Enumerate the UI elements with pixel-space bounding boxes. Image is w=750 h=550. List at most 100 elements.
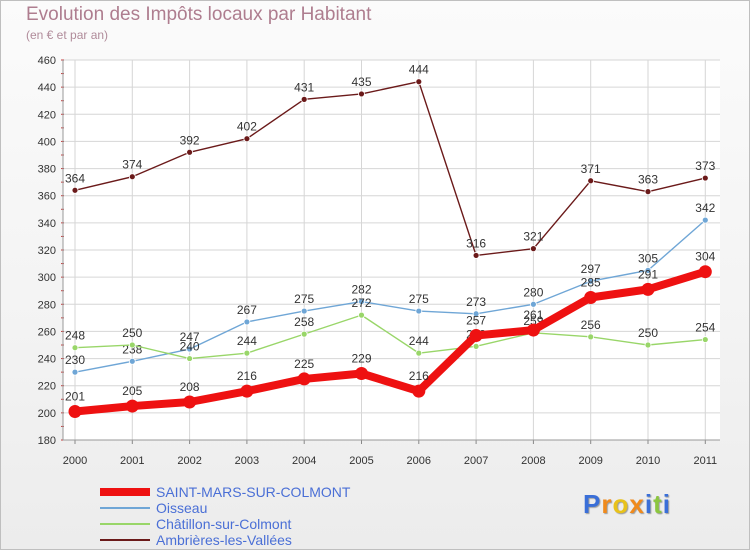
series-line xyxy=(74,314,706,360)
legend-swatch xyxy=(100,507,150,509)
legend-swatch xyxy=(100,488,150,496)
legend-item: Ambrières-les-Vallées xyxy=(100,532,292,548)
x-tick-label: 2004 xyxy=(292,455,316,467)
x-tick-label: 2000 xyxy=(63,455,87,467)
data-point xyxy=(243,135,251,143)
data-point xyxy=(300,330,308,338)
data-label: 244 xyxy=(237,334,257,348)
x-tick-label: 2002 xyxy=(177,455,201,467)
y-tick-label: 220 xyxy=(38,381,56,393)
series-line xyxy=(74,219,706,373)
data-point xyxy=(128,357,136,365)
y-tick-label: 420 xyxy=(38,109,56,121)
legend-label: Châtillon-sur-Colmont xyxy=(156,516,292,532)
data-point xyxy=(587,277,595,285)
x-tick-label: 2009 xyxy=(578,455,602,467)
x-tick-label: 2001 xyxy=(120,455,144,467)
data-label: 248 xyxy=(65,329,85,343)
data-point xyxy=(300,307,308,315)
data-point xyxy=(472,252,480,259)
data-point xyxy=(469,329,483,342)
legend-label: Oisseau xyxy=(156,500,208,516)
data-point xyxy=(472,310,480,318)
legend-label: SAINT-MARS-SUR-COLMONT xyxy=(156,484,351,500)
data-point xyxy=(71,186,79,194)
logo-letter: i xyxy=(644,489,654,519)
legend-item: SAINT-MARS-SUR-COLMONT xyxy=(100,484,350,500)
data-point xyxy=(186,355,194,362)
y-tick-label: 320 xyxy=(38,245,56,257)
data-point xyxy=(644,188,652,196)
data-label: 230 xyxy=(65,353,85,367)
data-label: 240 xyxy=(180,340,200,354)
data-label: 316 xyxy=(466,236,486,250)
data-label: 364 xyxy=(65,171,85,185)
data-point xyxy=(297,372,311,386)
data-label: 373 xyxy=(695,159,715,173)
data-point xyxy=(644,341,652,349)
x-tick-label: 2005 xyxy=(349,455,373,467)
y-tick-label: 460 xyxy=(38,55,56,67)
data-point xyxy=(698,265,712,279)
x-tick-label: 2003 xyxy=(235,455,259,467)
data-point xyxy=(358,298,365,305)
y-tick-label: 440 xyxy=(38,82,56,94)
y-tick-label: 380 xyxy=(38,164,56,176)
data-label: 273 xyxy=(466,295,486,309)
data-label: 250 xyxy=(122,326,142,340)
data-point xyxy=(701,174,709,182)
data-point xyxy=(240,384,254,398)
data-label: 267 xyxy=(237,303,257,317)
data-label: 291 xyxy=(638,267,658,281)
data-point xyxy=(358,90,365,98)
data-label: 258 xyxy=(294,315,314,329)
data-point xyxy=(415,349,423,357)
data-label: 229 xyxy=(351,352,371,366)
data-point xyxy=(415,307,423,315)
data-point xyxy=(186,148,194,156)
data-point xyxy=(355,367,368,380)
data-label: 374 xyxy=(122,158,142,172)
data-point xyxy=(584,291,598,304)
data-label: 280 xyxy=(523,285,543,299)
data-point xyxy=(300,95,308,103)
x-tick-label: 2011 xyxy=(693,455,717,467)
y-tick-label: 300 xyxy=(38,272,56,284)
data-point xyxy=(587,177,595,185)
data-label: 431 xyxy=(294,80,314,94)
data-label: 435 xyxy=(351,75,371,89)
data-point xyxy=(701,336,709,343)
data-point xyxy=(472,342,480,350)
x-tick-label: 2010 xyxy=(636,455,660,467)
data-label: 272 xyxy=(351,296,371,310)
data-label: 402 xyxy=(237,120,257,134)
data-point xyxy=(530,300,537,308)
chart-title: Evolution des Impôts locaux par Habitant xyxy=(26,4,372,25)
data-label: 282 xyxy=(351,283,371,297)
data-point xyxy=(68,405,82,418)
logo-letter: t xyxy=(653,489,663,519)
y-tick-label: 260 xyxy=(38,326,56,338)
legend-swatch xyxy=(100,523,150,525)
y-tick-label: 280 xyxy=(38,299,56,311)
legend-item: Oisseau xyxy=(100,500,207,516)
y-tick-label: 200 xyxy=(38,408,56,420)
data-label: 254 xyxy=(695,321,715,335)
series-line xyxy=(71,267,710,416)
data-point xyxy=(128,173,136,181)
legend-swatch xyxy=(100,539,150,541)
data-point xyxy=(71,344,79,352)
data-label: 285 xyxy=(581,276,601,290)
x-tick-label: 2007 xyxy=(464,455,488,467)
data-point xyxy=(186,345,194,353)
logo-letter: o xyxy=(612,489,630,519)
logo-letter: r xyxy=(601,489,613,519)
data-point xyxy=(128,341,136,349)
data-label: 216 xyxy=(409,369,429,383)
data-point xyxy=(243,349,251,357)
logo-letter: i xyxy=(662,489,671,519)
data-point xyxy=(243,318,251,326)
data-label: 275 xyxy=(409,292,429,306)
data-label: 444 xyxy=(409,63,429,77)
